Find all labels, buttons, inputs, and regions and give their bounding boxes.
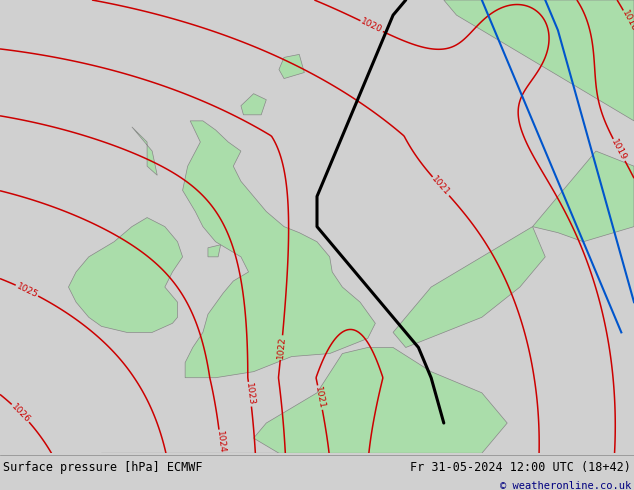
Text: 1022: 1022	[276, 336, 287, 359]
Polygon shape	[132, 127, 157, 175]
Polygon shape	[533, 151, 634, 242]
Polygon shape	[444, 0, 634, 121]
Text: Fr 31-05-2024 12:00 UTC (18+42): Fr 31-05-2024 12:00 UTC (18+42)	[410, 462, 631, 474]
Polygon shape	[279, 54, 304, 78]
Polygon shape	[241, 94, 266, 115]
Text: 1021: 1021	[313, 386, 327, 410]
Polygon shape	[68, 218, 183, 332]
Text: 1025: 1025	[15, 281, 39, 299]
Polygon shape	[208, 245, 221, 257]
Text: 1018: 1018	[620, 9, 634, 34]
Text: 1026: 1026	[10, 402, 32, 424]
Polygon shape	[89, 453, 279, 490]
Text: 1020: 1020	[359, 17, 384, 35]
Text: 1019: 1019	[610, 138, 628, 162]
Text: 1023: 1023	[244, 382, 256, 406]
Text: Surface pressure [hPa] ECMWF: Surface pressure [hPa] ECMWF	[3, 462, 203, 474]
Polygon shape	[393, 226, 545, 347]
Text: 1024: 1024	[215, 430, 226, 454]
Polygon shape	[183, 121, 375, 378]
Polygon shape	[254, 347, 507, 453]
Text: 1021: 1021	[430, 175, 452, 198]
Text: © weatheronline.co.uk: © weatheronline.co.uk	[500, 481, 631, 490]
